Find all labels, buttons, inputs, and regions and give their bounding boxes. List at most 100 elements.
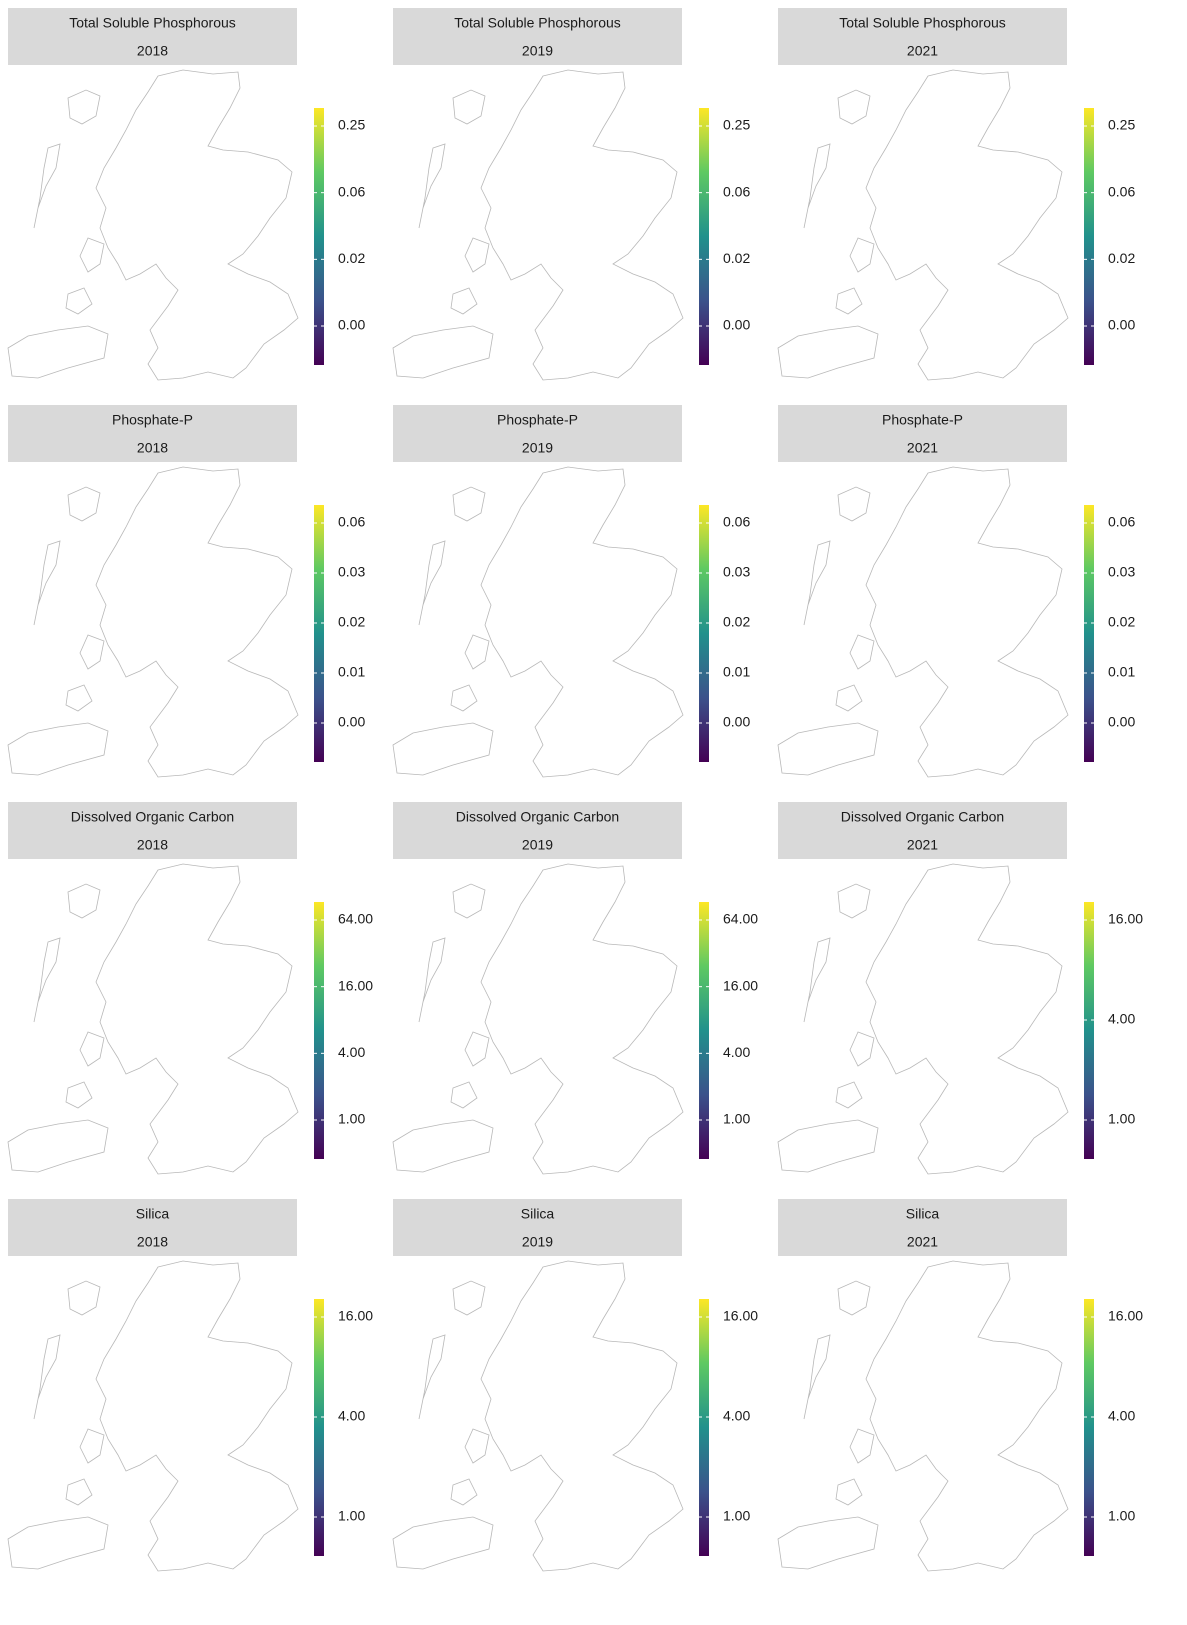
colorbar-tick-label: 16.00 — [723, 977, 758, 993]
colorbar-tick-label: 0.00 — [723, 714, 750, 730]
panel-title: Silica — [521, 1206, 555, 1222]
colorbar-tick-label: 0.02 — [1108, 250, 1135, 266]
colorbar-tick-label: 0.06 — [723, 514, 750, 530]
colorbar — [1084, 108, 1094, 365]
colorbar — [314, 1299, 324, 1556]
colorbar-tick-label: 16.00 — [1108, 911, 1143, 927]
panel-title: Silica — [906, 1206, 940, 1222]
colorbar-tick-label: 1.00 — [338, 1111, 365, 1127]
colorbar-tick-label: 4.00 — [723, 1044, 750, 1060]
panel-header — [8, 1199, 297, 1256]
panel-title: Total Soluble Phosphorous — [839, 15, 1006, 31]
colorbar-tick-label: 0.25 — [1108, 117, 1135, 133]
panel-title: Silica — [136, 1206, 170, 1222]
colorbar-tick-label: 1.00 — [1108, 1508, 1135, 1524]
panel-year: 2019 — [522, 440, 553, 456]
map-panel: Total Soluble Phosphorous 2019 0.25 0.06 0.0… — [392, 8, 750, 381]
panel-title: Total Soluble Phosphorous — [69, 15, 236, 31]
map-outline — [392, 1260, 684, 1572]
map-panel: Silica 2021 16.00 4.00 1.00 — [777, 1199, 1143, 1572]
colorbar-tick-label: 0.03 — [338, 564, 365, 580]
colorbar-tick-label: 0.01 — [338, 664, 365, 680]
map-outline — [392, 466, 684, 778]
map-panel: Dissolved Organic Carbon 2018 64.00 16.00 4.… — [7, 802, 373, 1175]
colorbar-tick-label: 0.01 — [1108, 664, 1135, 680]
panel-year: 2021 — [907, 440, 938, 456]
colorbar-tick-label: 0.00 — [1108, 317, 1135, 333]
map-panel: Phosphate-P 2021 0.06 0.03 0.02 0.01 0.00 — [777, 405, 1135, 778]
panel-title: Dissolved Organic Carbon — [456, 809, 619, 825]
colorbar-tick-label: 4.00 — [338, 1408, 365, 1424]
map-outline — [7, 466, 299, 778]
colorbar-tick-label: 0.00 — [1108, 714, 1135, 730]
colorbar-tick-label: 0.02 — [723, 614, 750, 630]
colorbar-tick-label: 16.00 — [1108, 1308, 1143, 1324]
panel-title: Phosphate-P — [882, 412, 963, 428]
map-panel: Total Soluble Phosphorous 2021 0.25 0.06 0.0… — [777, 8, 1135, 381]
panel-title: Dissolved Organic Carbon — [71, 809, 234, 825]
colorbar-tick-label: 1.00 — [338, 1508, 365, 1524]
map-outline — [777, 466, 1069, 778]
colorbar-tick-label: 0.03 — [723, 564, 750, 580]
colorbar-tick-label: 0.02 — [1108, 614, 1135, 630]
panel-year: 2018 — [137, 837, 168, 853]
panel-year: 2021 — [907, 43, 938, 59]
map-outline — [392, 863, 684, 1175]
colorbar-tick-label: 0.06 — [1108, 183, 1135, 199]
panel-year: 2019 — [522, 1234, 553, 1250]
colorbar-tick-label: 1.00 — [723, 1508, 750, 1524]
panel-year: 2021 — [907, 837, 938, 853]
panel-header — [393, 8, 682, 65]
panel-year: 2018 — [137, 1234, 168, 1250]
colorbar-tick-label: 0.00 — [338, 317, 365, 333]
map-panel: Dissolved Organic Carbon 2021 16.00 4.00 1.0… — [777, 802, 1143, 1175]
panel-header — [778, 802, 1067, 859]
colorbar — [699, 1299, 709, 1556]
map-outline — [777, 863, 1069, 1175]
colorbar-tick-label: 1.00 — [1108, 1111, 1135, 1127]
colorbar-tick-label: 0.02 — [723, 250, 750, 266]
colorbar — [314, 108, 324, 365]
colorbar-tick-label: 4.00 — [338, 1044, 365, 1060]
colorbar-tick-label: 16.00 — [723, 1308, 758, 1324]
map-panel: Phosphate-P 2018 0.06 0.03 0.02 0.01 0.00 — [7, 405, 365, 778]
colorbar — [699, 505, 709, 762]
panel-header — [8, 802, 297, 859]
panel-year: 2019 — [522, 837, 553, 853]
colorbar-tick-label: 1.00 — [723, 1111, 750, 1127]
panel-header — [8, 405, 297, 462]
panel-title: Dissolved Organic Carbon — [841, 809, 1004, 825]
colorbar — [699, 108, 709, 365]
colorbar-tick-label: 4.00 — [1108, 1011, 1135, 1027]
colorbar-tick-label: 0.06 — [338, 514, 365, 530]
map-panel: Phosphate-P 2019 0.06 0.03 0.02 0.01 0.00 — [392, 405, 750, 778]
colorbar-tick-label: 0.00 — [723, 317, 750, 333]
map-outline — [7, 1260, 299, 1572]
panel-header — [778, 1199, 1067, 1256]
panel-header — [393, 802, 682, 859]
colorbar — [1084, 902, 1094, 1159]
colorbar-tick-label: 0.06 — [338, 183, 365, 199]
colorbar-tick-label: 0.00 — [338, 714, 365, 730]
colorbar — [699, 902, 709, 1159]
panel-year: 2019 — [522, 43, 553, 59]
panel-header — [778, 405, 1067, 462]
map-outline — [7, 69, 299, 381]
colorbar-tick-label: 0.06 — [1108, 514, 1135, 530]
map-panel: Silica 2018 16.00 4.00 1.00 — [7, 1199, 373, 1572]
colorbar — [314, 505, 324, 762]
colorbar-tick-label: 4.00 — [723, 1408, 750, 1424]
panel-year: 2018 — [137, 440, 168, 456]
panel-title: Phosphate-P — [112, 412, 193, 428]
map-outline — [777, 69, 1069, 381]
colorbar-tick-label: 0.06 — [723, 183, 750, 199]
colorbar-tick-label: 0.02 — [338, 250, 365, 266]
panel-header — [778, 8, 1067, 65]
panel-header — [8, 8, 297, 65]
panel-year: 2018 — [137, 43, 168, 59]
panel-header — [393, 405, 682, 462]
map-outline — [777, 1260, 1069, 1572]
map-panel: Silica 2019 16.00 4.00 1.00 — [392, 1199, 758, 1572]
map-panel: Total Soluble Phosphorous 2018 0.25 0.06 0.0… — [7, 8, 365, 381]
panel-title: Phosphate-P — [497, 412, 578, 428]
